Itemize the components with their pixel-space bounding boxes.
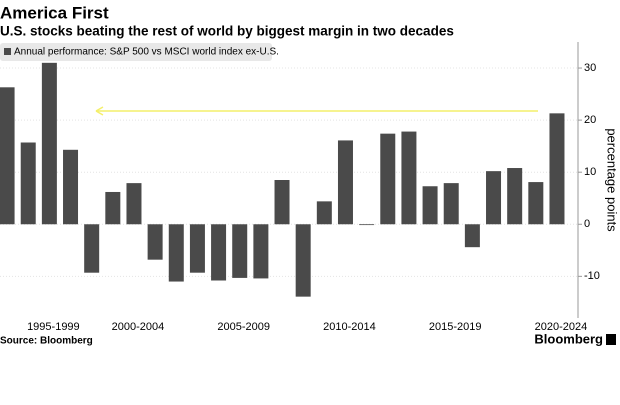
x-tick-label: 2015-2019: [429, 321, 482, 333]
bar: [549, 113, 565, 225]
bar: [443, 183, 459, 225]
bar: [105, 191, 121, 225]
bar: [41, 62, 57, 225]
bar: [189, 224, 205, 273]
x-tick-label: 2005-2009: [217, 321, 270, 333]
bar: [147, 224, 163, 260]
annotation-arrowhead: [95, 106, 104, 116]
x-tick-label: 2010-2014: [323, 321, 376, 333]
bar: [0, 87, 15, 225]
bar: [380, 133, 396, 225]
y-axis-label: percentage points: [605, 128, 620, 232]
bar: [274, 180, 290, 225]
y-tick-label: 20: [584, 114, 596, 126]
bar: [63, 149, 79, 225]
bar: [422, 186, 438, 225]
bar: [168, 224, 184, 282]
bar: [232, 224, 248, 278]
x-tick-label: 1995-1999: [27, 321, 80, 333]
y-tick-label: 10: [584, 166, 596, 178]
legend-label: Annual performance: S&P 500 vs MSCI worl…: [14, 47, 279, 58]
chart-subtitle: U.S. stocks beating the rest of world by…: [0, 24, 454, 39]
x-tick-label: 2020-2024: [535, 321, 588, 333]
brand: Bloomberg: [534, 331, 603, 346]
bar: [507, 168, 523, 225]
y-tick-label: -10: [584, 270, 600, 282]
legend-swatch: [4, 48, 11, 55]
bar: [211, 224, 227, 281]
bar: [295, 224, 311, 297]
bar: [359, 224, 375, 226]
bar: [126, 183, 142, 225]
brand-icon: [606, 334, 616, 345]
chart-title: America First: [0, 3, 109, 22]
bar: [528, 182, 544, 225]
bar: [401, 131, 417, 225]
bar: [84, 224, 100, 273]
bar: [486, 171, 502, 225]
source: Source: Bloomberg: [0, 336, 93, 347]
bar: [20, 142, 36, 225]
bar: [337, 140, 353, 225]
legend-box: [0, 43, 272, 61]
bar: [316, 201, 332, 225]
y-tick-label: 0: [584, 218, 590, 230]
y-tick-label: 30: [584, 62, 596, 74]
x-tick-label: 2000-2004: [112, 321, 165, 333]
bar: [464, 224, 480, 248]
bar: [253, 224, 269, 279]
